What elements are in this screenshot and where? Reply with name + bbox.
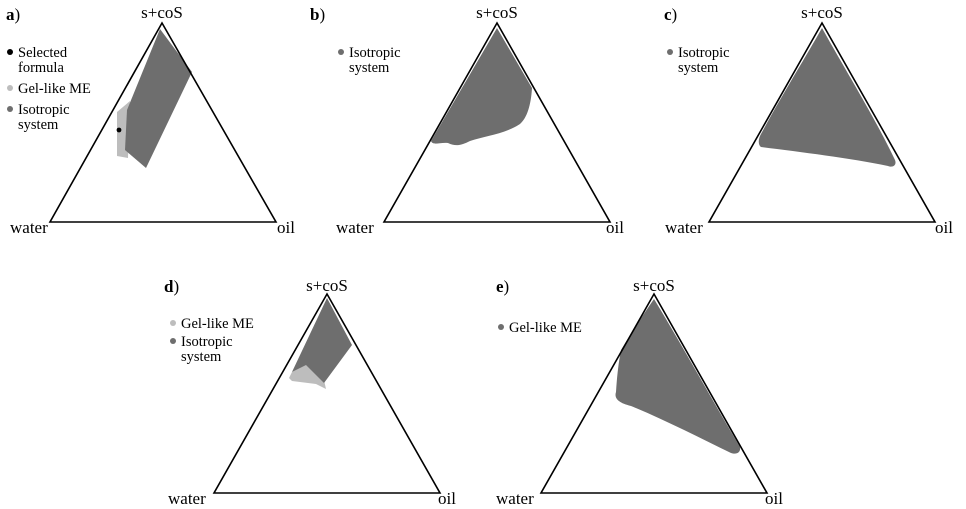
panel-b-isotropic-region (431, 28, 532, 146)
panel-a-legend-selected-dot (7, 49, 13, 55)
panel-e-right-vertex-label: oil (765, 489, 783, 508)
panel-c-legend-isotropic-text: Isotropic system (678, 45, 733, 76)
panel-b-top-vertex-label: s+coS (476, 3, 518, 22)
panel-c-legend-isotropic-dot (667, 49, 673, 55)
panel-d-top-vertex-label: s+coS (306, 276, 348, 295)
panel-e-left-vertex-label: water (496, 489, 534, 508)
panel-c-legend: Isotropic system (667, 45, 733, 76)
panel-a-triangle (48, 21, 278, 223)
panel-b-legend-isotropic-text: Isotropic system (349, 45, 404, 76)
panel-d-triangle (212, 292, 442, 494)
panel-b: b) s+coS water oil Isotropic system (310, 3, 624, 237)
panel-e-triangle (539, 292, 769, 494)
panel-d-legend-gel-like-text: Gel-like ME (181, 316, 254, 332)
panel-e-legend-gel-like-dot (498, 324, 504, 330)
panel-b-label: b) (310, 5, 325, 24)
panel-a-legend-gel-like-text: Gel-like ME (18, 81, 91, 97)
panel-e-isotropic-region (615, 299, 741, 454)
panel-a-legend-gel-like-dot (7, 85, 13, 91)
panel-d-legend-isotropic-text: Isotropic system (181, 334, 236, 365)
panel-d-label: d) (164, 277, 179, 296)
panel-b-legend: Isotropic system (338, 45, 404, 76)
panel-a-legend-isotropic-text: Isotropic system (18, 102, 73, 133)
panel-a-label: a) (6, 5, 20, 24)
panel-e-legend-gel-like-text: Gel-like ME (509, 320, 582, 336)
panel-c-right-vertex-label: oil (935, 218, 953, 237)
panel-c-left-vertex-label: water (665, 218, 703, 237)
panel-d-legend-gel-like-dot (170, 320, 176, 326)
panel-d-right-vertex-label: oil (438, 489, 456, 508)
panel-d-left-vertex-label: water (168, 489, 206, 508)
panel-a-top-vertex-label: s+coS (141, 3, 183, 22)
panel-c-triangle (707, 21, 937, 223)
panel-a-left-vertex-label: water (10, 218, 48, 237)
panel-e-legend: Gel-like ME (498, 320, 582, 336)
panel-b-triangle (382, 21, 612, 223)
panel-e: e) s+coS water oil Gel-like ME (496, 276, 783, 508)
panel-a-isotropic-region (125, 29, 192, 168)
panel-b-left-vertex-label: water (336, 218, 374, 237)
panel-c: c) s+coS water oil Isotropic system (664, 3, 953, 237)
panel-a-legend-isotropic-dot (7, 106, 13, 112)
panel-a-selected-formula-point (116, 127, 122, 133)
panel-a: a) s+coS water oil Selected formula Gel-… (6, 3, 295, 237)
panel-e-top-vertex-label: s+coS (633, 276, 675, 295)
panel-d-legend: Gel-like ME Isotropic system (170, 316, 254, 365)
panel-a-legend: Selected formula Gel-like ME Isotropic s… (7, 45, 91, 133)
panel-c-top-vertex-label: s+coS (801, 3, 843, 22)
panel-b-legend-isotropic-dot (338, 49, 344, 55)
panel-c-label: c) (664, 5, 677, 24)
panel-c-isotropic-region (758, 28, 896, 167)
panel-a-legend-selected-text: Selected formula (18, 45, 71, 76)
panel-e-label: e) (496, 277, 509, 296)
panel-d: d) s+coS water oil Gel-like ME Isotropic… (164, 276, 456, 508)
panel-d-isotropic-region (292, 298, 352, 383)
panel-d-legend-isotropic-dot (170, 338, 176, 344)
panel-a-right-vertex-label: oil (277, 218, 295, 237)
